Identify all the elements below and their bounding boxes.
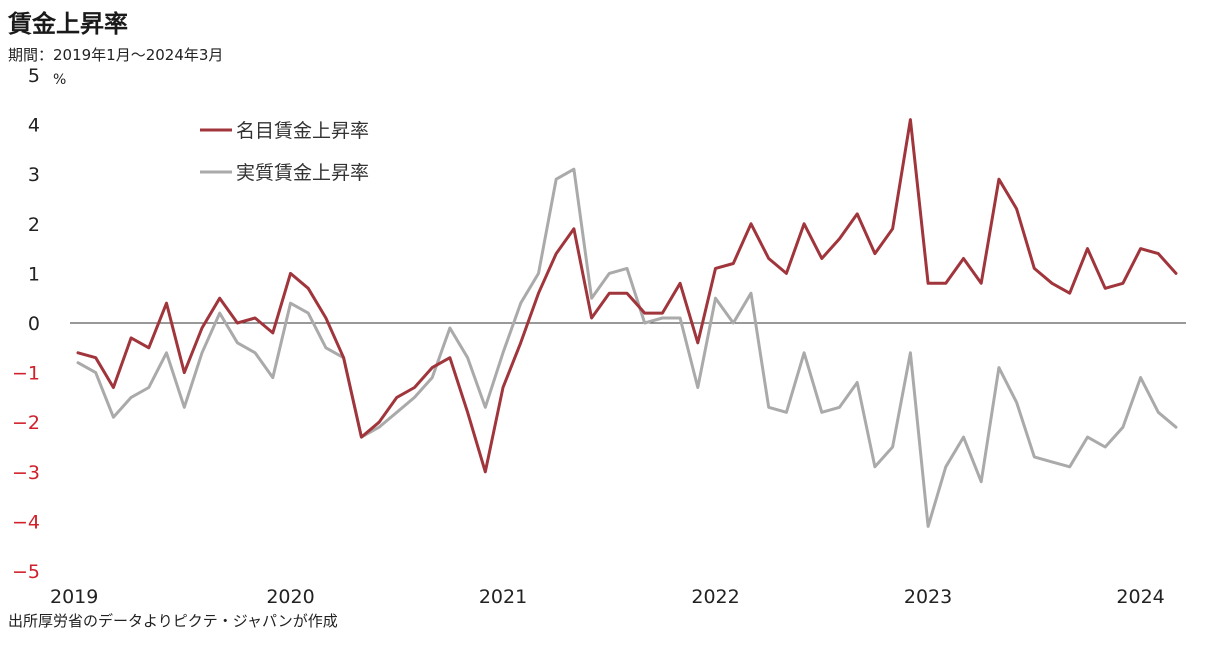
y-tick-label: −5 (12, 561, 40, 583)
series-lines (76, 118, 1178, 528)
source-note: 出所厚労省のデータよりピクテ・ジャパンが作成 (8, 612, 338, 630)
y-axis-ticks: 5 4 3 2 1 0 −1 −2 −3 −4 −5 (12, 65, 40, 583)
y-tick-label: −4 (12, 511, 40, 533)
y-tick-label: −3 (12, 462, 40, 484)
x-tick-label: 2023 (904, 586, 952, 608)
y-tick-label: 0 (28, 313, 40, 335)
y-tick-label: 2 (28, 214, 40, 236)
legend-label-real: 実質賃金上昇率 (236, 162, 369, 184)
y-tick-label: −1 (12, 363, 40, 385)
x-tick-label: 2020 (266, 586, 314, 608)
legend-label-nominal: 名目賃金上昇率 (236, 120, 369, 142)
chart-subtitle: 期間：2019年1月～2024年3月 (8, 46, 224, 64)
y-axis-unit: % (53, 72, 66, 88)
x-tick-label: 2021 (479, 586, 527, 608)
x-tick-label: 2024 (1116, 586, 1164, 608)
y-tick-label: 5 (28, 65, 40, 87)
chart-title: 賃金上昇率 (8, 10, 128, 38)
y-tick-label: 4 (28, 115, 40, 137)
y-tick-label: 3 (28, 164, 40, 186)
x-axis-ticks: 2019 2020 2021 2022 2023 2024 (50, 586, 1165, 608)
y-tick-label: −2 (12, 412, 40, 434)
x-tick-label: 2022 (691, 586, 739, 608)
real-wage-line (76, 167, 1178, 528)
nominal-wage-line (76, 118, 1178, 474)
x-tick-label: 2019 (50, 586, 98, 608)
y-tick-label: 1 (28, 263, 40, 285)
